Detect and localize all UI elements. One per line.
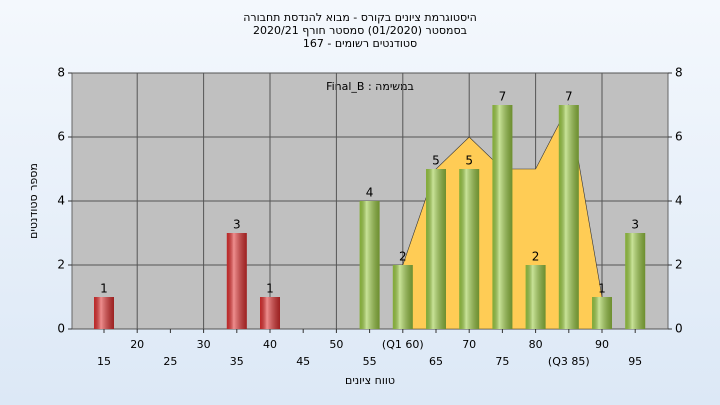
x-tick-label: (Q3 85): [548, 355, 590, 368]
x-tick-label: 20: [130, 338, 144, 351]
value-label: 2: [532, 250, 540, 264]
x-tick-label: 45: [296, 355, 310, 368]
x-tick-label: 35: [230, 355, 244, 368]
y2-tick-label: 4: [675, 194, 683, 208]
value-label: 3: [631, 218, 639, 232]
bar-shade: [492, 105, 513, 329]
annotation: Final_B : במשימה: [326, 80, 414, 93]
value-label: 1: [598, 282, 606, 296]
value-label: 7: [499, 90, 507, 104]
x-tick-label: 30: [197, 338, 211, 351]
bar-shade: [94, 297, 114, 329]
value-label: 5: [465, 154, 473, 168]
y2-tick-label: 6: [675, 130, 683, 144]
bar-shade: [592, 297, 612, 329]
x-tick-label: 65: [429, 355, 443, 368]
y2-tick-label: 2: [675, 258, 683, 272]
bar-shade: [558, 105, 579, 329]
y-tick-label: 4: [57, 194, 65, 208]
bar-shade: [260, 297, 280, 329]
title-line: היסטוגרמת ציונים בקורס - מבוא להנדסת תחב…: [243, 11, 477, 24]
value-label: 1: [100, 282, 108, 296]
value-label: 4: [366, 186, 374, 200]
title-line: סטודנטים רשומים - 167: [303, 37, 417, 50]
title-line: בסמסטר (01/2020) סמסטר חורף 2020/21: [253, 24, 467, 37]
x-tick-label: 25: [163, 355, 177, 368]
x-tick-label: 15: [97, 355, 111, 368]
bar-shade: [459, 169, 480, 329]
value-label: 2: [399, 250, 407, 264]
x-axis-label: טווח ציונים: [345, 374, 395, 387]
x-tick-label: 55: [363, 355, 377, 368]
x-tick-label: (Q1 60): [382, 338, 424, 351]
x-tick-label: 40: [263, 338, 277, 351]
value-label: 3: [233, 218, 241, 232]
bar-shade: [625, 233, 646, 329]
y-tick-label: 6: [57, 130, 65, 144]
y-tick-label: 8: [57, 66, 65, 80]
bar-shade: [359, 201, 380, 329]
value-label: 1: [266, 282, 274, 296]
bar-shade: [226, 233, 247, 329]
y-tick-label: 2: [57, 258, 65, 272]
x-tick-label: 80: [529, 338, 543, 351]
bar-shade: [392, 265, 413, 329]
x-tick-label: 90: [595, 338, 609, 351]
value-label: 7: [565, 90, 573, 104]
y-axis-label: מספר סטודנטים: [27, 163, 40, 239]
y2-tick-label: 8: [675, 66, 683, 80]
y2-tick-label: 0: [675, 322, 683, 336]
y-tick-label: 0: [57, 322, 65, 336]
x-tick-label: 95: [628, 355, 642, 368]
bar-shade: [525, 265, 546, 329]
x-tick-label: 50: [329, 338, 343, 351]
x-tick-label: 70: [462, 338, 476, 351]
value-label: 5: [432, 154, 440, 168]
x-tick-label: 75: [495, 355, 509, 368]
bar-shade: [426, 169, 446, 329]
